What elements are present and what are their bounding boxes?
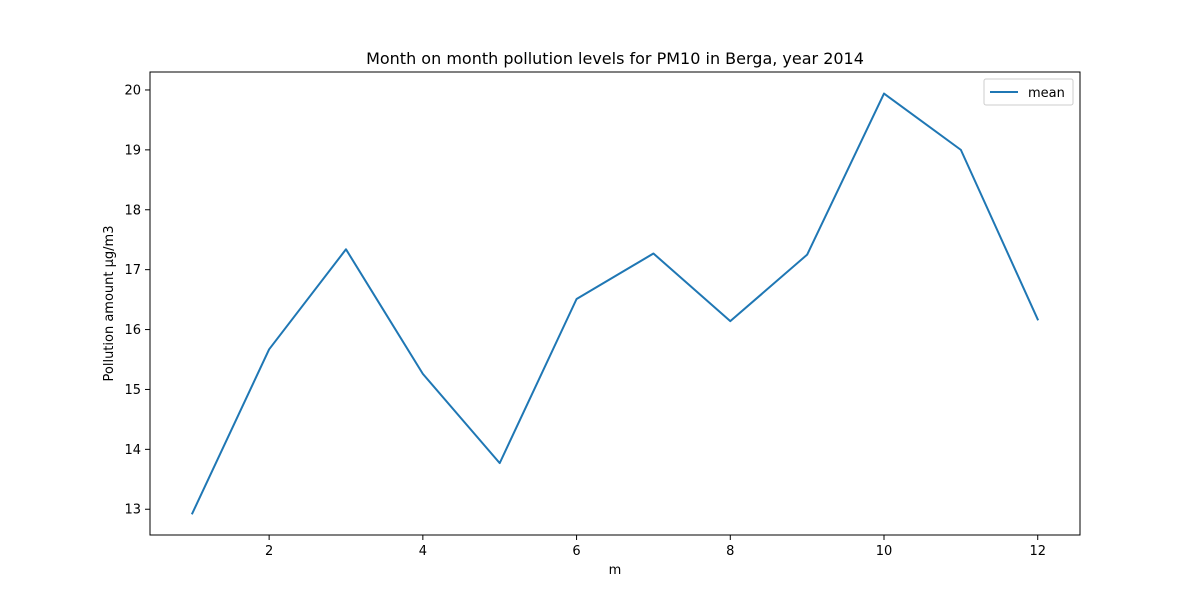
- plot-area-frame: [149, 71, 1081, 536]
- y-tick-label: 20: [124, 83, 141, 98]
- chart-title: Month on month pollution levels for PM10…: [366, 49, 864, 68]
- x-tick-label: 6: [572, 544, 580, 559]
- legend: mean: [983, 78, 1074, 106]
- y-tick-label: 18: [124, 203, 141, 218]
- x-axis-label: m: [609, 563, 622, 578]
- legend-label-mean: mean: [1028, 86, 1065, 101]
- y-tick-label: 16: [124, 323, 141, 338]
- x-tick-label: 8: [726, 544, 734, 559]
- y-tick-label: 14: [124, 443, 141, 458]
- x-tick-label: 10: [876, 544, 893, 559]
- x-tick-label: 12: [1029, 544, 1046, 559]
- x-axis-ticks: 2 4 6 8 10 12: [265, 535, 1046, 559]
- y-axis-ticks: 13 14 15 16 17 18 19 20: [124, 83, 150, 518]
- x-tick-label: 4: [419, 544, 427, 559]
- x-tick-label: 2: [265, 544, 273, 559]
- series-layer: [190, 92, 1040, 515]
- y-tick-label: 13: [124, 503, 141, 518]
- y-axis-label: Pollution amount µg/m3: [102, 226, 117, 382]
- y-tick-label: 17: [124, 263, 141, 278]
- y-tick-label: 15: [124, 383, 141, 398]
- series-line-mean: [190, 92, 1040, 515]
- y-tick-label: 19: [124, 143, 141, 158]
- legend-box: [983, 78, 1074, 106]
